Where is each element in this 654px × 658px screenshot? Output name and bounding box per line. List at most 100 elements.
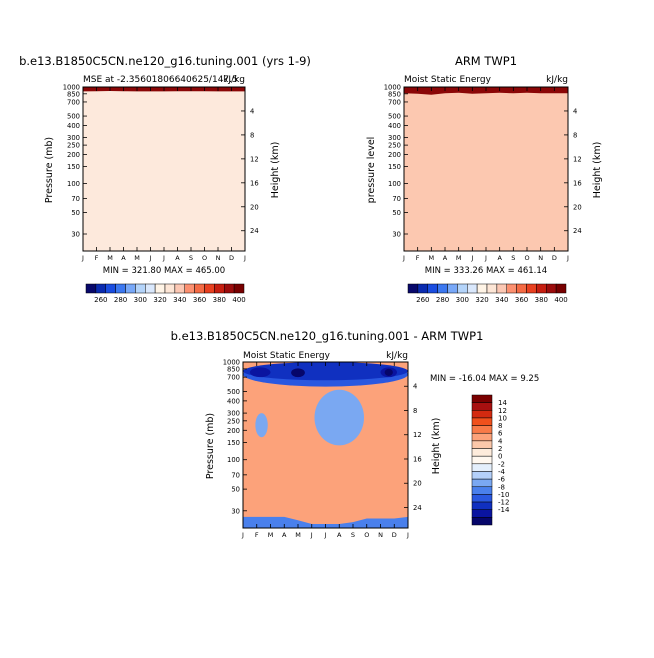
month-label: S <box>189 254 193 262</box>
month-label: A <box>121 254 126 262</box>
colorbar-swatch <box>427 283 438 294</box>
pressure-label: 100 <box>67 180 80 188</box>
contour-patch-3 <box>243 362 408 381</box>
colorbar-swatch <box>471 471 493 480</box>
colorbar-label: 400 <box>554 296 567 304</box>
height-label: 24 <box>573 227 582 235</box>
pressure-label: 100 <box>227 456 240 464</box>
pressure-label: 300 <box>227 410 240 418</box>
month-label: J <box>310 531 313 539</box>
contour-field <box>243 362 408 528</box>
month-label: A <box>443 254 448 262</box>
pressure-label: 300 <box>388 134 401 142</box>
panel-model-plot: J F M A M J J A S O N D J305070100150200250300400500… <box>63 84 259 263</box>
contour-patch-1 <box>255 413 268 438</box>
month-label: J <box>406 531 409 539</box>
height-label: 20 <box>250 203 259 211</box>
colorbar-swatch <box>447 283 458 294</box>
month-label: J <box>470 254 473 262</box>
pressure-label: 1000 <box>384 84 401 92</box>
panel-diff-subtitle: Moist Static Energy <box>243 351 331 361</box>
colorbar-swatch <box>204 283 215 294</box>
colorbar-model: 260 280 300 320 340 360 380 400 <box>85 283 246 304</box>
pressure-label: 700 <box>388 98 401 106</box>
month-label: O <box>364 531 369 539</box>
height-label: 16 <box>250 179 259 187</box>
panel-obs-title: ARM TWP1 <box>455 54 517 68</box>
pressure-label: 400 <box>388 122 401 130</box>
month-label: M <box>268 531 274 539</box>
colorbar-label: 10 <box>498 414 507 422</box>
pressure-label: 250 <box>388 142 401 150</box>
panel-obs-ylabel: pressure level <box>366 137 377 204</box>
month-label: D <box>552 254 557 262</box>
colorbar-swatch <box>194 283 205 294</box>
pressure-label: 150 <box>388 163 401 171</box>
pressure-label: 500 <box>388 113 401 121</box>
contour-patch-7 <box>384 368 393 376</box>
month-label: O <box>524 254 529 262</box>
panel-diff-stats: MIN = -16.04 MAX = 9.25 <box>430 374 539 384</box>
colorbar-swatch <box>471 455 493 465</box>
month-label: M <box>134 254 140 262</box>
colorbar-label: 280 <box>114 296 127 304</box>
colorbar-swatch <box>174 283 185 294</box>
colorbar-swatch <box>486 283 498 294</box>
colorbar-swatch <box>105 283 116 294</box>
colorbar-swatch <box>471 425 493 434</box>
colorbar-label: 2 <box>498 445 502 453</box>
month-label: A <box>497 254 502 262</box>
colorbar-swatch <box>546 283 557 294</box>
colorbar-swatch <box>526 283 537 294</box>
pressure-label: 50 <box>392 209 401 217</box>
colorbar-swatch <box>536 283 547 294</box>
pressure-label: 70 <box>71 195 80 203</box>
pressure-label: 200 <box>67 151 80 159</box>
contour-field <box>404 87 568 251</box>
colorbar-swatch <box>115 283 126 294</box>
height-label: 16 <box>413 455 422 463</box>
colorbar-swatch <box>214 283 225 294</box>
colorbar-label: 260 <box>416 296 429 304</box>
pressure-label: 250 <box>227 417 240 425</box>
colorbar-swatch <box>471 432 493 442</box>
month-label: M <box>107 254 113 262</box>
contour-patch-5 <box>291 368 305 378</box>
colorbar-swatch <box>471 517 493 526</box>
contour-field <box>83 87 245 251</box>
height-label: 8 <box>413 407 417 415</box>
month-label: M <box>456 254 462 262</box>
pressure-label: 30 <box>392 231 401 239</box>
height-label: 20 <box>573 203 582 211</box>
panel-obs-units: kJ/kg <box>546 75 568 85</box>
colorbar-label: 280 <box>436 296 449 304</box>
panel-diff-title: b.e13.B1850C5CN.ne120_g16.tuning.001 - A… <box>171 329 484 343</box>
colorbar-swatch <box>407 283 419 294</box>
colorbar-swatch <box>471 463 493 472</box>
colorbar-swatch <box>145 283 156 294</box>
month-label: J <box>402 254 405 262</box>
colorbar-label: 6 <box>498 430 503 438</box>
colorbar-swatch <box>437 283 448 294</box>
pressure-label: 50 <box>231 486 240 494</box>
colorbar-swatch <box>164 283 176 294</box>
colorbar-swatch <box>471 478 493 488</box>
colorbar-swatch <box>516 283 527 294</box>
pressure-label: 1000 <box>63 84 80 92</box>
month-label: J <box>324 531 327 539</box>
panel-model-units: kJ/kg <box>223 75 245 85</box>
pressure-label: 500 <box>227 388 240 396</box>
height-label: 16 <box>573 179 582 187</box>
pressure-label: 150 <box>227 439 240 447</box>
contour-band-6 <box>243 362 408 524</box>
month-label: J <box>162 254 165 262</box>
contour-surface-band <box>404 92 568 251</box>
pressure-label: 850 <box>67 90 80 98</box>
colorbar-label: 14 <box>498 399 507 407</box>
month-label: J <box>241 531 244 539</box>
colorbar-label: 0 <box>498 453 502 461</box>
panel-model-stats: MIN = 321.80 MAX = 465.00 <box>103 266 225 276</box>
month-label: F <box>95 254 99 262</box>
month-label: J <box>484 254 487 262</box>
pressure-label: 200 <box>227 427 240 435</box>
